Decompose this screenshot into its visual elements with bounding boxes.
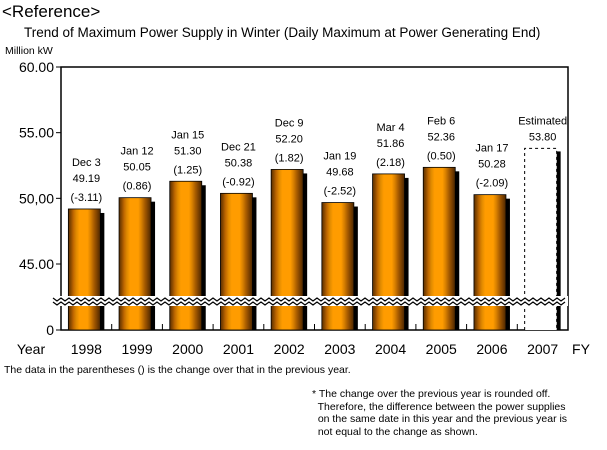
bar-value-label: 51.30 xyxy=(174,145,202,157)
bar-date-label: Jan 17 xyxy=(475,143,508,155)
bar-date-label: Dec 21 xyxy=(221,141,256,153)
bar-change-label: (-2.09) xyxy=(476,178,508,190)
x-tick-label: 2000 xyxy=(172,341,203,357)
bar xyxy=(67,208,101,331)
bar xyxy=(372,173,405,331)
bar-date-label: Jan 12 xyxy=(121,146,154,158)
bar-date-label: Jan 15 xyxy=(171,129,204,141)
bar-change-label: (0.50) xyxy=(427,150,456,162)
x-tick-label: 2001 xyxy=(223,341,254,357)
parentheses-note: The data in the parentheses () is the ch… xyxy=(4,364,351,376)
bar-date-label: Estimated xyxy=(518,115,567,127)
bar-change-label: (1.82) xyxy=(275,152,304,164)
bar xyxy=(473,194,507,331)
bar-change-label: (-3.11) xyxy=(71,192,103,204)
bar-value-label: 52.36 xyxy=(427,131,455,143)
bar-value-label: 50.38 xyxy=(225,157,253,169)
bar-value-label: 49.68 xyxy=(326,167,354,179)
x-tick-label: 2003 xyxy=(324,341,355,357)
x-tick-label: 2002 xyxy=(274,341,305,357)
bar-date-label: Feb 6 xyxy=(427,115,455,127)
axis-break-band xyxy=(53,296,568,306)
y-tick-label: 0 xyxy=(46,322,54,338)
x-tick-label: 2006 xyxy=(476,341,507,357)
x-tick-label: 1998 xyxy=(71,341,102,357)
bar-change-label: (-2.52) xyxy=(324,186,356,198)
x-tick-label: 2007 xyxy=(527,341,558,357)
bar-value-label: 50.28 xyxy=(478,159,506,171)
bar xyxy=(118,197,152,331)
bar-change-label: (1.25) xyxy=(173,164,202,176)
reference-heading: <Reference> xyxy=(2,2,101,21)
axis-break-line xyxy=(52,301,566,306)
bar-change-label: (2.18) xyxy=(376,157,405,169)
y-tick-label: 55.00 xyxy=(19,125,54,141)
estimated-bar xyxy=(524,147,558,330)
y-axis-unit: Million kW xyxy=(5,45,53,57)
x-tick-label: 2005 xyxy=(426,341,457,357)
bar xyxy=(169,180,203,331)
bar xyxy=(220,192,253,331)
bar-value-label: 53.80 xyxy=(529,131,557,143)
chart-title: Trend of Maximum Power Supply in Winter … xyxy=(24,25,541,40)
bar-value-label: 52.20 xyxy=(275,133,303,145)
y-tick-label: 60.00 xyxy=(19,59,54,75)
rounding-note: * The change over the previous year is r… xyxy=(312,388,568,438)
bar-date-label: Dec 9 xyxy=(275,117,304,129)
axis-break-line xyxy=(52,297,566,302)
bar-value-label: 51.86 xyxy=(377,138,405,150)
bar-change-label: (0.86) xyxy=(123,181,152,193)
bar-change-label: (-0.92) xyxy=(222,176,254,188)
bar-date-label: Jan 19 xyxy=(323,151,356,163)
y-tick-label: 45.00 xyxy=(19,256,54,272)
x-axis-fy-label: FY xyxy=(572,341,591,357)
bar-date-label: Mar 4 xyxy=(376,122,404,134)
x-tick-label: 2004 xyxy=(375,341,406,357)
x-axis-year-label: Year xyxy=(17,341,46,357)
bar-value-label: 49.19 xyxy=(73,173,101,185)
x-tick-label: 1999 xyxy=(121,341,152,357)
y-tick-label: 50,00 xyxy=(19,190,54,206)
bar-value-label: 50.05 xyxy=(123,162,151,174)
bar xyxy=(321,202,355,331)
bar-date-label: Dec 3 xyxy=(72,157,101,169)
estimated-bar-shadow xyxy=(556,151,561,330)
